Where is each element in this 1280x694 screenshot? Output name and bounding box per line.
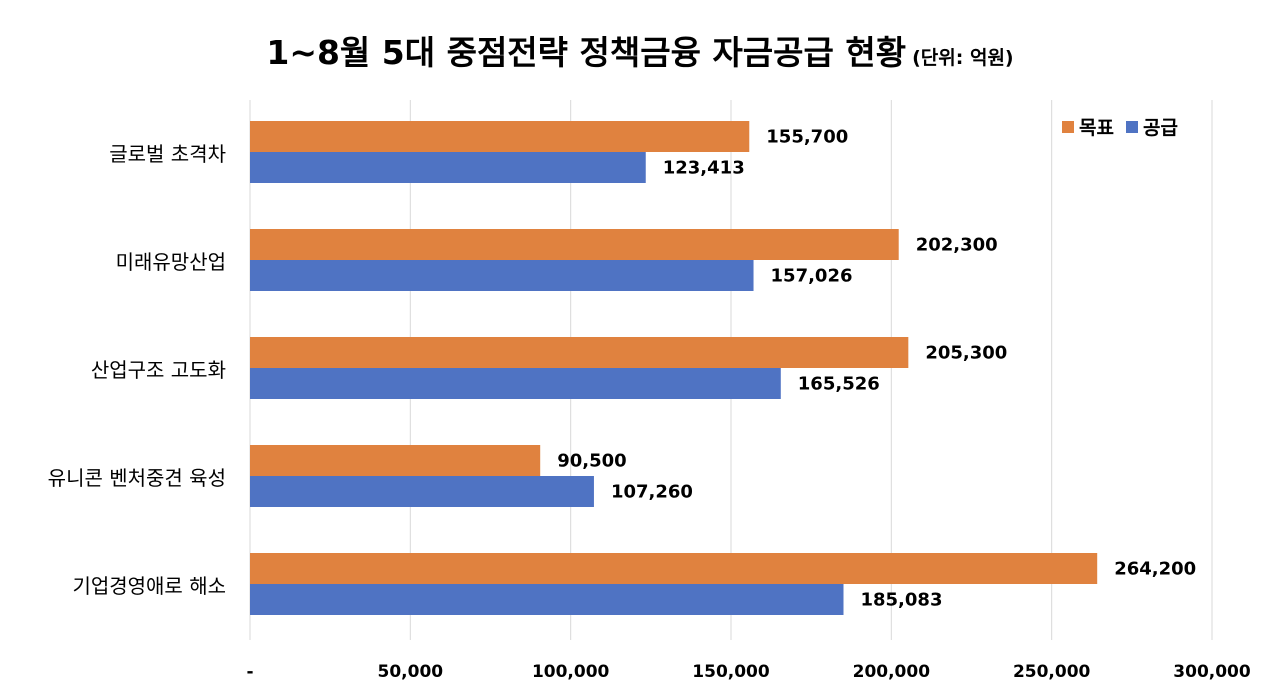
category-label: 산업구조 고도화 <box>91 358 226 382</box>
data-label: 185,083 <box>860 590 942 611</box>
bar-supply <box>250 260 754 291</box>
legend: 목표 공급 <box>1062 113 1190 140</box>
category-label: 미래유망산업 <box>116 250 226 274</box>
data-label: 157,026 <box>771 266 853 287</box>
data-label: 123,413 <box>663 158 745 179</box>
data-label: 155,700 <box>766 127 848 148</box>
data-label: 107,260 <box>611 482 693 503</box>
x-tick-label: 200,000 <box>853 662 931 682</box>
data-label: 90,500 <box>557 451 626 472</box>
legend-label-supply: 공급 <box>1142 117 1178 139</box>
unit-label: (단위: 억원) <box>912 47 1014 69</box>
bar-supply <box>250 368 781 399</box>
legend-item-target: 목표 <box>1062 113 1114 140</box>
bar-target <box>250 337 909 368</box>
bar-supply <box>250 152 646 183</box>
legend-swatch-supply <box>1125 120 1138 133</box>
data-label: 165,526 <box>798 374 880 395</box>
bar-target <box>250 553 1098 584</box>
legend-item-supply: 공급 <box>1125 113 1178 140</box>
data-label: 202,300 <box>916 235 998 256</box>
x-tick-label: 100,000 <box>532 662 610 682</box>
data-label: 205,300 <box>925 343 1007 364</box>
x-tick-label: 300,000 <box>1173 662 1251 682</box>
x-tick-label: 250,000 <box>1013 662 1091 682</box>
chart-title: 1~8월 5대 중점전략 정책금융 자금공급 현황 (단위: 억원) <box>0 26 1280 74</box>
bar-target <box>250 229 899 260</box>
x-tick-label: 150,000 <box>692 662 770 682</box>
bar-target <box>250 445 541 476</box>
category-label: 유니콘 벤처중견 육성 <box>48 466 226 490</box>
data-label: 264,200 <box>1114 559 1196 580</box>
chart-title-text: 1~8월 5대 중점전략 정책금융 자금공급 현황 <box>266 33 907 72</box>
x-tick-label: - <box>246 662 253 682</box>
x-tick-label: 50,000 <box>378 662 444 682</box>
bar-supply <box>250 584 844 615</box>
bar-supply <box>250 476 594 507</box>
legend-swatch-target <box>1062 120 1074 133</box>
legend-label-target: 목표 <box>1079 117 1114 139</box>
bar-target <box>250 121 750 152</box>
category-label: 기업경영애로 해소 <box>72 574 226 598</box>
category-label: 글로벌 초격차 <box>109 142 226 166</box>
